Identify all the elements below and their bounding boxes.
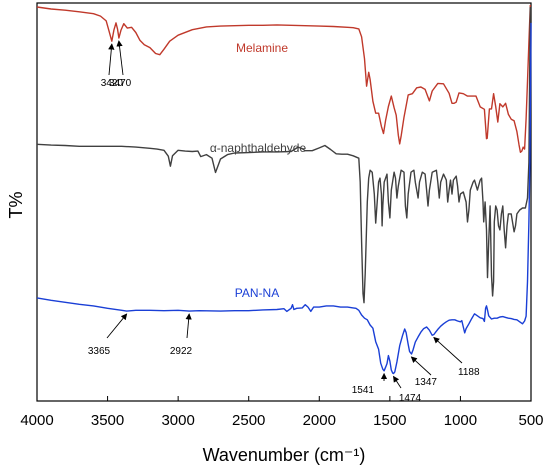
annotation-label: 1347: [415, 377, 438, 388]
annotation-label: 2922: [170, 346, 193, 357]
annotation-label: 1474: [399, 393, 422, 404]
x-tick-label: 500: [518, 412, 543, 429]
series-layer: [36, 4, 532, 375]
series-label: PAN-NA: [235, 286, 279, 300]
x-tick-label: 3000: [161, 412, 194, 429]
annotation-arrow: [106, 313, 128, 339]
annotation-arrow: [393, 375, 402, 389]
annotation-label: 3365: [88, 346, 111, 357]
x-tick-label: 2500: [232, 412, 265, 429]
x-tick-label: 2000: [303, 412, 336, 429]
series-labels-layer: Melamine α-naphthaldehyde PAN-NA: [210, 41, 307, 300]
plot-frame: [36, 2, 532, 402]
series-label: Melamine: [236, 41, 288, 55]
x-tick-label: 1000: [444, 412, 477, 429]
x-tick-label: 3500: [91, 412, 124, 429]
annotation-arrow: [410, 356, 432, 376]
series-line-naphthaldehyde: [36, 6, 531, 304]
y-axis-title: T%: [6, 192, 26, 219]
annotation-arrow: [116, 40, 124, 76]
annotation-arrow: [433, 336, 463, 364]
series-label: α-naphthaldehyde: [210, 141, 307, 155]
x-tick-label: 1500: [373, 412, 406, 429]
annotation-arrow: [108, 43, 115, 76]
series-line-melamine: [36, 4, 531, 153]
x-axis-ticks: 4000 3500 3000 2500 2000 1500 1000 500: [20, 396, 544, 429]
x-tick-label: 4000: [20, 412, 53, 429]
annotation-arrow: [185, 313, 192, 339]
series-line-pan-na: [36, 22, 532, 375]
annotation-label: 1541: [352, 385, 375, 396]
annotation-label: 3420: [101, 78, 124, 89]
x-axis-title: Wavenumber (cm⁻¹): [203, 445, 366, 465]
annotation-label: 3470: [109, 78, 132, 89]
annotation-label: 1188: [458, 367, 480, 378]
